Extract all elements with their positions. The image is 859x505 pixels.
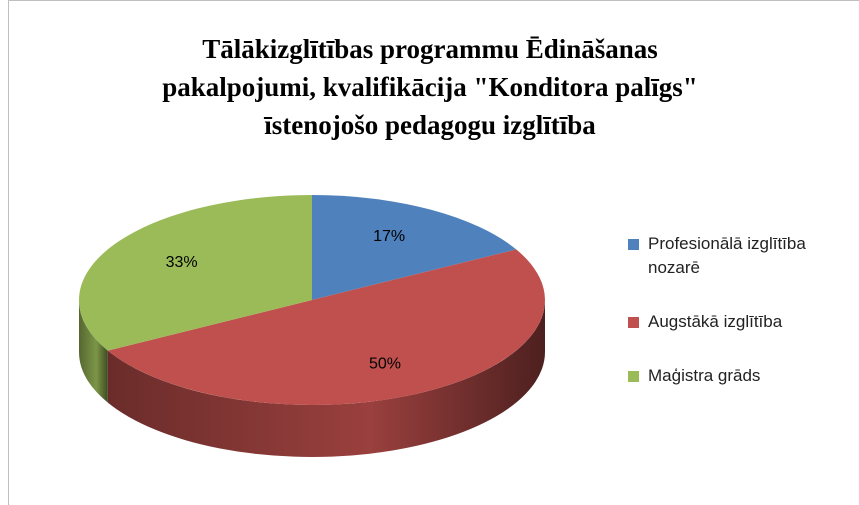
- legend-item: Augstākā izglītība: [628, 310, 838, 334]
- legend-item: Profesionālā izglītība nozarē: [628, 232, 838, 280]
- slice: [107, 249, 545, 405]
- data-label: 33%: [166, 254, 198, 271]
- frame: [8, 0, 859, 505]
- legend-label: Augstākā izglītība: [648, 312, 783, 331]
- chart-title: īstenojošo pedagogu izglītība: [263, 110, 596, 140]
- legend-label: Profesionālā izglītība nozarē: [648, 234, 806, 277]
- slice: [312, 195, 517, 300]
- legend-swatch: [628, 371, 639, 382]
- slice: [78, 195, 312, 351]
- chart-title: Tālākizglītības programmu Ēdināšanas: [202, 34, 658, 64]
- chart-title: pakalpojumi, kvalifikācija "Konditora pa…: [162, 72, 698, 102]
- legend-swatch: [628, 317, 639, 328]
- slice-side: [107, 300, 545, 457]
- data-label: 50%: [369, 356, 401, 373]
- legend-label: Maģistra grāds: [648, 366, 761, 385]
- data-label: 17%: [373, 228, 405, 245]
- legend-swatch: [628, 239, 639, 250]
- legend: Profesionālā izglītība nozarē Augstākā iz…: [628, 232, 838, 418]
- slice-side: [79, 300, 108, 403]
- legend-item: Maģistra grāds: [628, 364, 838, 388]
